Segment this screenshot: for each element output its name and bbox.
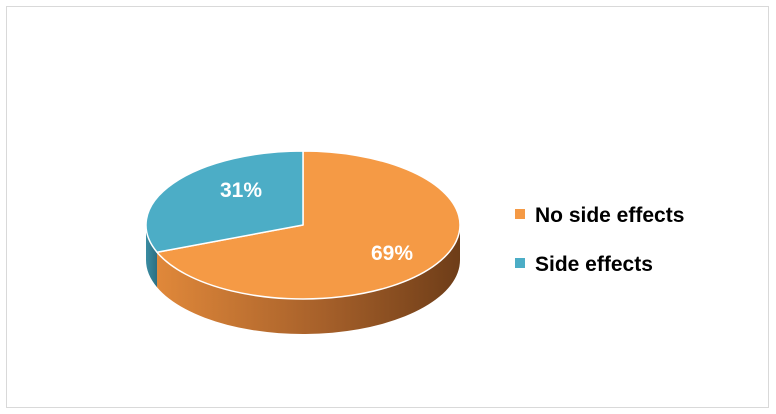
legend-swatch-side-effects [515,258,525,268]
data-label-no-side-effects: 69% [371,242,413,265]
pie-slice-side-no-side-effects [157,225,460,335]
pie-slice-side-effects [145,150,304,253]
legend: No side effects Side effects [515,204,684,276]
legend-swatch-no-side-effects [515,209,525,219]
legend-label-side-effects: Side effects [535,253,653,276]
pie-slice-no-side-effects [156,150,461,300]
data-label-side-effects: 31% [220,179,262,202]
legend-label-no-side-effects: No side effects [535,204,684,227]
